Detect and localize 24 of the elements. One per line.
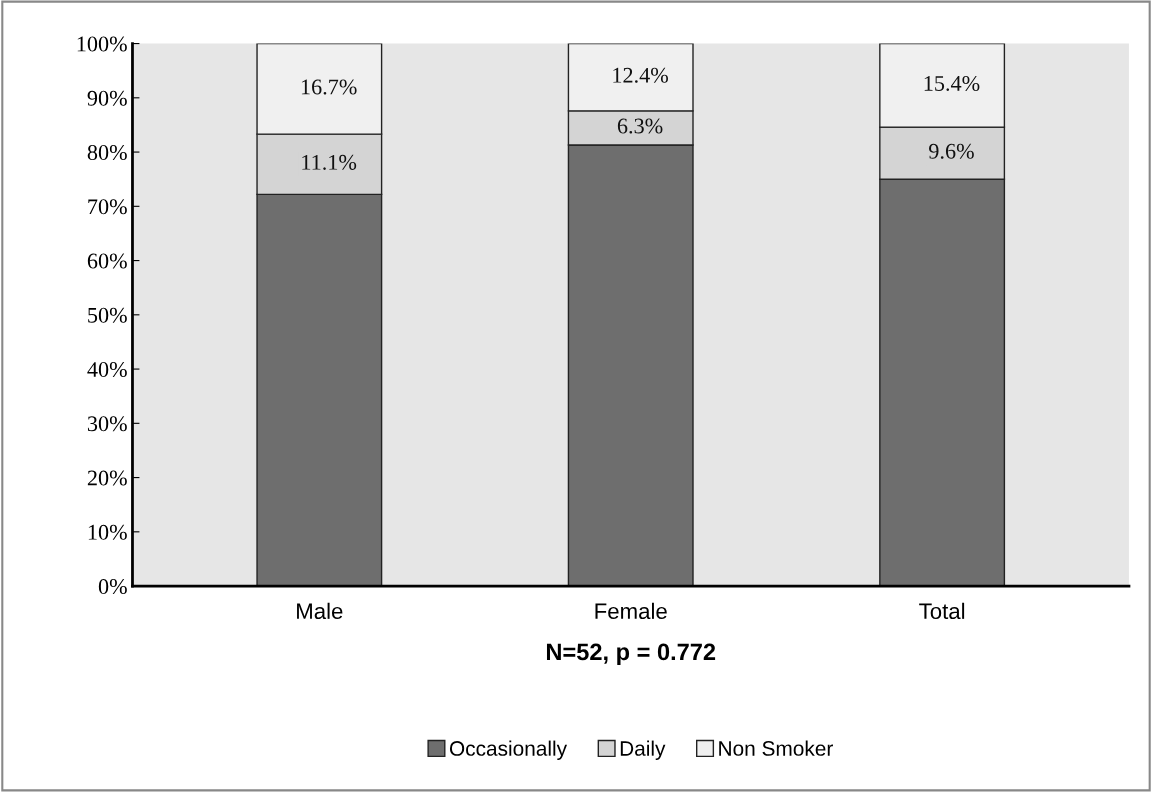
x-tick-label: Male bbox=[297, 602, 343, 620]
y-tick-label: 20% bbox=[87, 470, 127, 486]
data-label: 11.1% bbox=[302, 154, 357, 170]
legend-label: Occasionally bbox=[449, 740, 568, 760]
y-tick-label: 50% bbox=[88, 307, 127, 323]
y-tick-label: 10% bbox=[88, 524, 127, 540]
y-tick-label: 0% bbox=[98, 579, 127, 595]
x-tick-label: Female bbox=[595, 602, 667, 620]
x-tick-label: Total bbox=[919, 602, 965, 620]
y-tick-label: 70% bbox=[88, 199, 127, 215]
y-tick-label: 60% bbox=[87, 253, 127, 269]
data-label: 12.4% bbox=[613, 67, 668, 83]
legend-label: Non Smoker bbox=[719, 740, 833, 756]
legend-label: Daily bbox=[620, 740, 666, 760]
y-tick-label: 100% bbox=[77, 36, 127, 52]
y-tick-label: 90% bbox=[87, 90, 127, 106]
data-label: 9.6% bbox=[929, 143, 974, 159]
x-axis-title: N=52, p = 0.772 bbox=[546, 643, 716, 665]
y-tick-label: 30% bbox=[87, 416, 127, 432]
y-tick-label: 80% bbox=[87, 145, 127, 161]
data-label: 16.7% bbox=[301, 79, 357, 95]
data-label: 15.4% bbox=[924, 75, 980, 91]
y-tick-label: 40% bbox=[87, 362, 127, 378]
data-label: 6.3% bbox=[617, 118, 663, 134]
